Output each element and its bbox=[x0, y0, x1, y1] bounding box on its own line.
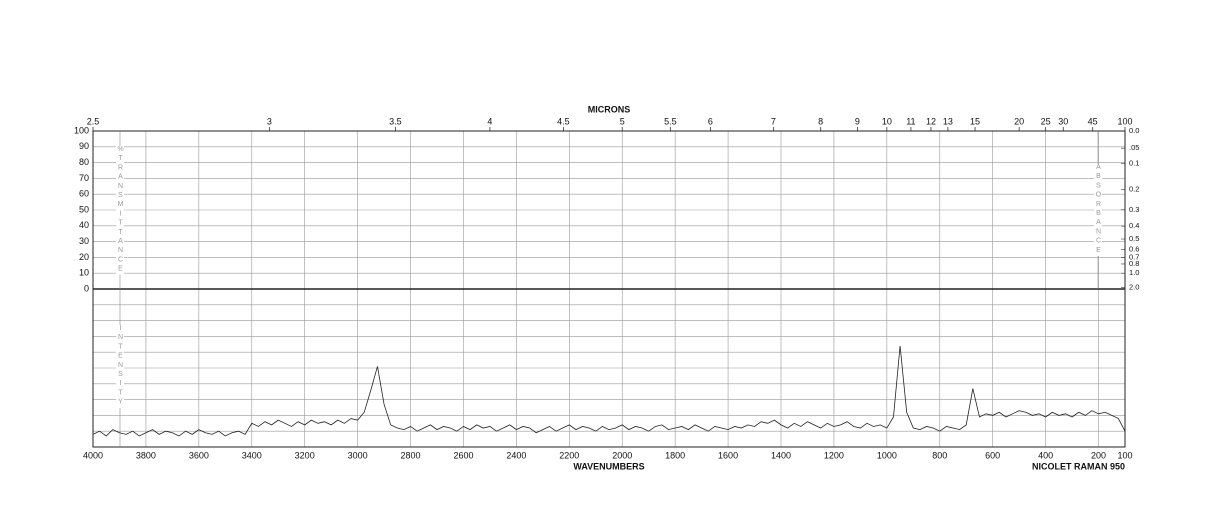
x-tick-label: 3600 bbox=[189, 450, 209, 460]
y-tick-label: 80 bbox=[79, 157, 89, 167]
x-tick-label: 600 bbox=[985, 450, 1000, 460]
top-axis-title: MICRONS bbox=[588, 104, 631, 114]
x-tick-label: 2200 bbox=[559, 450, 579, 460]
instrument-label: NICOLET RAMAN 950 bbox=[1032, 461, 1125, 471]
top-tick-label: 5.5 bbox=[664, 116, 677, 126]
x-tick-label: 1400 bbox=[771, 450, 791, 460]
x-tick-label: 2000 bbox=[612, 450, 632, 460]
x-tick-label: 3800 bbox=[136, 450, 156, 460]
top-tick-label: 15 bbox=[970, 116, 980, 126]
y-tick-label: 90 bbox=[79, 141, 89, 151]
x-tick-label: 2400 bbox=[506, 450, 526, 460]
top-tick-label: 6 bbox=[708, 116, 713, 126]
top-tick-label: 2.5 bbox=[87, 116, 100, 126]
x-tick-label: 3200 bbox=[295, 450, 315, 460]
top-tick-label: 30 bbox=[1058, 116, 1068, 126]
y2-tick-label: 0.7 bbox=[1129, 252, 1139, 261]
top-tick-label: 11 bbox=[906, 116, 915, 126]
x-tick-label: 3000 bbox=[348, 450, 368, 460]
y-tick-label: 40 bbox=[79, 220, 89, 230]
y2-tick-label: 2.0 bbox=[1129, 282, 1139, 291]
y2-tick-label: 0.3 bbox=[1129, 205, 1139, 214]
y-axis-title: %TRANSMITTANCE bbox=[116, 146, 124, 275]
y2-axis-title: ABSORBANCE bbox=[1094, 164, 1102, 256]
top-tick-label: 13 bbox=[943, 116, 953, 126]
y2-tick-label: 1.0 bbox=[1129, 268, 1139, 277]
top-tick-label: 8 bbox=[818, 116, 823, 126]
y-tick-label: 20 bbox=[79, 252, 89, 262]
y-tick-label: 100 bbox=[74, 125, 89, 135]
top-tick-label: 45 bbox=[1088, 116, 1098, 126]
x-tick-label: 1800 bbox=[665, 450, 685, 460]
top-tick-label: 9 bbox=[855, 116, 860, 126]
x-tick-label: 800 bbox=[932, 450, 947, 460]
x-tick-label: 400 bbox=[1038, 450, 1053, 460]
x-tick-label: 1000 bbox=[877, 450, 897, 460]
y2-tick-label: 0.6 bbox=[1129, 244, 1139, 253]
y2-tick-label: 0.5 bbox=[1129, 234, 1139, 243]
top-tick-label: 3.5 bbox=[389, 116, 402, 126]
y-tick-label: 70 bbox=[79, 173, 89, 183]
y-tick-label: 60 bbox=[79, 189, 89, 199]
x-tick-label: 4000 bbox=[83, 450, 103, 460]
top-tick-label: 4 bbox=[487, 116, 492, 126]
y2-tick-label: 0.4 bbox=[1129, 221, 1139, 230]
spectrum-line bbox=[92, 345, 1126, 437]
y2-tick-label: .05 bbox=[1129, 143, 1139, 152]
x-tick-label: 1600 bbox=[718, 450, 738, 460]
x-tick-label: 2600 bbox=[453, 450, 473, 460]
y2-tick-label: 0.2 bbox=[1129, 184, 1139, 193]
x-tick-label: 3400 bbox=[242, 450, 262, 460]
y-tick-label: 50 bbox=[79, 204, 89, 214]
x-axis-title: WAVENUMBERS bbox=[573, 461, 644, 471]
y-tick-label: 30 bbox=[79, 236, 89, 246]
lower-axis-title: INTENSITY bbox=[116, 325, 124, 408]
top-tick-label: 5 bbox=[620, 116, 625, 126]
top-tick-label: 100 bbox=[1117, 116, 1132, 126]
top-tick-label: 25 bbox=[1041, 116, 1051, 126]
top-tick-label: 12 bbox=[926, 116, 936, 126]
x-tick-label: 200 bbox=[1091, 450, 1106, 460]
top-tick-label: 4.5 bbox=[557, 116, 570, 126]
x-tick-label: 2800 bbox=[401, 450, 421, 460]
top-tick-label: 20 bbox=[1014, 116, 1024, 126]
y-tick-label: 10 bbox=[79, 268, 89, 278]
x-tick-label: 1200 bbox=[824, 450, 844, 460]
y-tick-label: 0 bbox=[84, 283, 89, 293]
top-tick-label: 10 bbox=[882, 116, 892, 126]
y2-tick-label: 0.0 bbox=[1129, 126, 1139, 135]
top-tick-label: 3 bbox=[267, 116, 272, 126]
x-tick-label: 100 bbox=[1117, 450, 1132, 460]
y2-tick-label: 0.8 bbox=[1129, 259, 1139, 268]
top-tick-label: 7 bbox=[771, 116, 776, 126]
y2-tick-label: 0.1 bbox=[1129, 158, 1139, 167]
